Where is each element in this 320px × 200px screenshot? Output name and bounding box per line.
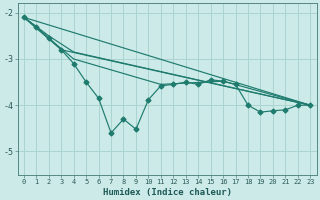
X-axis label: Humidex (Indice chaleur): Humidex (Indice chaleur) <box>103 188 232 197</box>
